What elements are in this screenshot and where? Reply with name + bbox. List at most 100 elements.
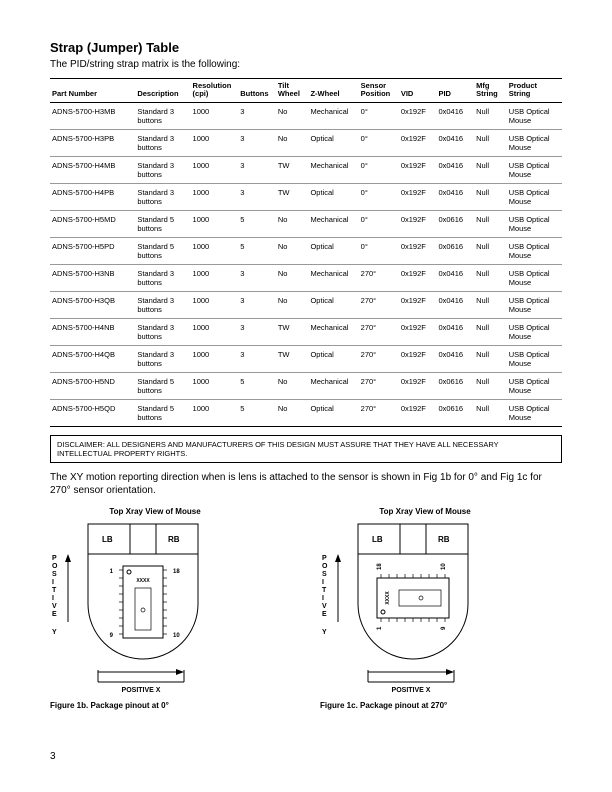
table-cell: 5 xyxy=(238,372,276,399)
table-cell: Mechanical xyxy=(308,264,358,291)
svg-text:T: T xyxy=(52,587,57,594)
table-cell: TW xyxy=(276,318,309,345)
table-cell: ADNS-5700-H4NB xyxy=(50,318,135,345)
table-cell: 3 xyxy=(238,129,276,156)
table-cell: 0x0416 xyxy=(436,129,474,156)
table-cell: 0° xyxy=(359,210,399,237)
table-cell: 270° xyxy=(359,372,399,399)
svg-text:XXXX: XXXX xyxy=(136,578,150,584)
table-cell: ADNS-5700-H5ND xyxy=(50,372,135,399)
table-cell: Null xyxy=(474,237,507,264)
svg-text:1: 1 xyxy=(377,626,383,630)
table-cell: 3 xyxy=(238,183,276,210)
table-cell: 0x192F xyxy=(399,318,437,345)
table-cell: Null xyxy=(474,102,507,129)
table-cell: 270° xyxy=(359,291,399,318)
table-cell: ADNS-5700-H3MB xyxy=(50,102,135,129)
table-cell: 3 xyxy=(238,102,276,129)
table-cell: ADNS-5700-H5MD xyxy=(50,210,135,237)
table-cell: USB Optical Mouse xyxy=(507,264,562,291)
table-cell: 1000 xyxy=(191,102,239,129)
column-header: Description xyxy=(135,79,190,102)
table-cell: 5 xyxy=(238,399,276,426)
svg-text:LB: LB xyxy=(372,535,383,544)
table-row: ADNS-5700-H5QDStandard 5 buttons10005NoO… xyxy=(50,399,562,426)
table-cell: 0x0616 xyxy=(436,372,474,399)
figure-title: Top Xray View of Mouse xyxy=(350,507,500,516)
table-cell: 270° xyxy=(359,264,399,291)
svg-text:18: 18 xyxy=(377,562,383,569)
figure-1c: Top Xray View of Mouse POS ITI VE Y LB R… xyxy=(320,507,500,710)
table-row: ADNS-5700-H4MBStandard 3 buttons10003TWM… xyxy=(50,156,562,183)
column-header: Z-Wheel xyxy=(308,79,358,102)
table-cell: 0x192F xyxy=(399,210,437,237)
table-cell: 1000 xyxy=(191,129,239,156)
table-cell: 3 xyxy=(238,291,276,318)
table-cell: Standard 3 buttons xyxy=(135,264,190,291)
table-cell: 0x192F xyxy=(399,345,437,372)
table-cell: ADNS-5700-H4MB xyxy=(50,156,135,183)
svg-text:10: 10 xyxy=(441,562,447,569)
column-header: Tilt Wheel xyxy=(276,79,309,102)
table-cell: Standard 5 buttons xyxy=(135,210,190,237)
table-cell: 270° xyxy=(359,399,399,426)
svg-text:9: 9 xyxy=(110,633,114,639)
table-cell: 270° xyxy=(359,318,399,345)
table-cell: Standard 3 buttons xyxy=(135,183,190,210)
table-cell: ADNS-5700-H3QB xyxy=(50,291,135,318)
table-cell: ADNS-5700-H5QD xyxy=(50,399,135,426)
svg-text:T: T xyxy=(322,587,327,594)
table-cell: ADNS-5700-H3PB xyxy=(50,129,135,156)
table-cell: Standard 3 buttons xyxy=(135,102,190,129)
table-cell: Mechanical xyxy=(308,318,358,345)
table-cell: 0x192F xyxy=(399,237,437,264)
svg-text:O: O xyxy=(322,563,328,570)
table-cell: Optical xyxy=(308,345,358,372)
svg-text:Y: Y xyxy=(322,629,327,636)
figures-row: Top Xray View of Mouse POS ITI VE Y xyxy=(50,507,562,710)
table-cell: No xyxy=(276,210,309,237)
table-cell: Null xyxy=(474,183,507,210)
table-cell: 1000 xyxy=(191,264,239,291)
table-cell: USB Optical Mouse xyxy=(507,237,562,264)
table-cell: TW xyxy=(276,345,309,372)
table-cell: Optical xyxy=(308,183,358,210)
svg-text:V: V xyxy=(52,603,57,610)
table-cell: 0x0416 xyxy=(436,156,474,183)
table-row: ADNS-5700-H3PBStandard 3 buttons10003NoO… xyxy=(50,129,562,156)
svg-text:E: E xyxy=(52,611,57,618)
column-header: Resolution (cpi) xyxy=(191,79,239,102)
figure-title: Top Xray View of Mouse xyxy=(80,507,230,516)
table-cell: Standard 3 buttons xyxy=(135,318,190,345)
table-cell: Mechanical xyxy=(308,156,358,183)
table-cell: 1000 xyxy=(191,210,239,237)
column-header: Part Number xyxy=(50,79,135,102)
table-cell: 270° xyxy=(359,345,399,372)
table-cell: 0x0416 xyxy=(436,264,474,291)
table-cell: No xyxy=(276,102,309,129)
table-cell: Null xyxy=(474,291,507,318)
svg-text:P: P xyxy=(322,555,327,562)
table-cell: 1000 xyxy=(191,156,239,183)
svg-text:18: 18 xyxy=(173,569,180,575)
svg-text:P: P xyxy=(52,555,57,562)
column-header: VID xyxy=(399,79,437,102)
table-cell: Null xyxy=(474,318,507,345)
strap-table: Part NumberDescriptionResolution (cpi)Bu… xyxy=(50,78,562,427)
table-cell: TW xyxy=(276,183,309,210)
table-cell: Standard 3 buttons xyxy=(135,156,190,183)
svg-text:I: I xyxy=(322,579,324,586)
table-cell: Null xyxy=(474,399,507,426)
table-cell: TW xyxy=(276,156,309,183)
table-cell: USB Optical Mouse xyxy=(507,318,562,345)
table-cell: 0x0416 xyxy=(436,102,474,129)
table-cell: 1000 xyxy=(191,399,239,426)
table-cell: 1000 xyxy=(191,183,239,210)
table-cell: Standard 3 buttons xyxy=(135,129,190,156)
table-cell: 0x0616 xyxy=(436,237,474,264)
table-cell: USB Optical Mouse xyxy=(507,183,562,210)
table-row: ADNS-5700-H5MDStandard 5 buttons10005NoM… xyxy=(50,210,562,237)
section-title: Strap (Jumper) Table xyxy=(50,40,562,55)
table-cell: 0x0616 xyxy=(436,210,474,237)
table-cell: Mechanical xyxy=(308,372,358,399)
